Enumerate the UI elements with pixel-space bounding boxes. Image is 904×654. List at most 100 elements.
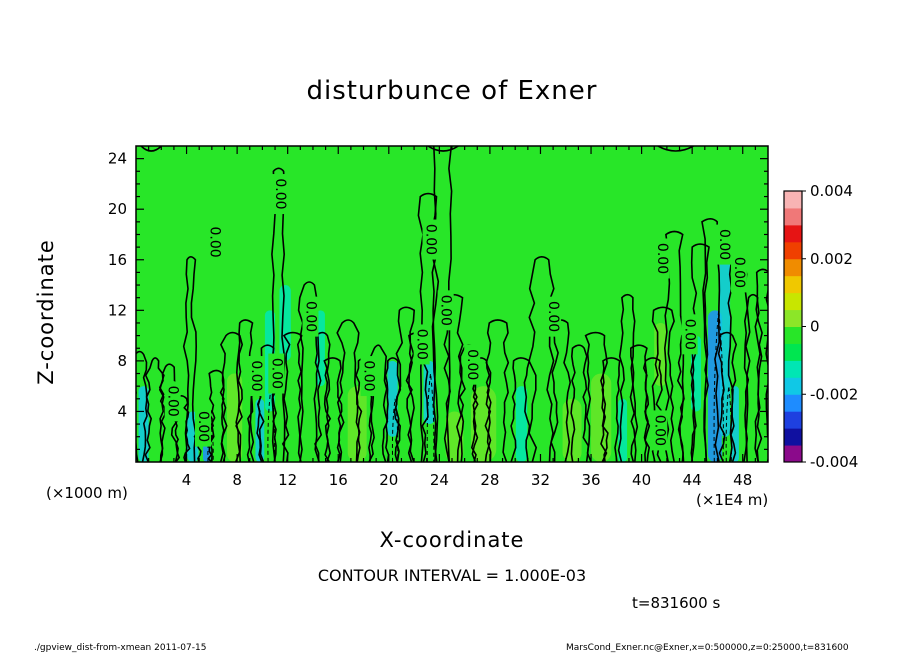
contour-line — [651, 306, 675, 462]
contour-label: 0.00 — [361, 360, 377, 391]
colorbar-swatch — [784, 292, 802, 311]
contour-line — [323, 357, 343, 462]
contour-label-bg — [272, 174, 289, 215]
colorbar-swatch — [784, 394, 802, 412]
contour-label-bg — [681, 314, 698, 355]
colorbar-swatch — [784, 343, 802, 361]
colorbar-swatch — [784, 207, 802, 226]
contour-label-bg — [545, 296, 562, 337]
contour-label-bg — [164, 381, 181, 422]
contour-label-bg — [653, 238, 670, 279]
contour-label-bg — [464, 344, 481, 385]
colorbar-swatch — [784, 411, 802, 429]
colorbar-swatch — [784, 258, 802, 277]
colorbar-swatch — [784, 241, 802, 260]
colorbar-swatch — [784, 275, 802, 294]
y-axis-ticks: 4 8 12 16 20 24 — [108, 150, 768, 450]
contour-line — [528, 256, 555, 462]
contour-line — [443, 293, 464, 462]
contour-label-bg — [715, 224, 732, 265]
x-tick-label: 32 — [531, 471, 550, 489]
contour-label-bg — [206, 222, 223, 263]
contour-line — [136, 350, 148, 462]
contour-line — [314, 331, 331, 462]
contour-line — [617, 293, 639, 462]
contour-label: 0.00 — [682, 319, 698, 350]
colorbar: 0.004 0.002 0 -0.002 -0.004 — [783, 182, 858, 471]
contour-line — [394, 306, 416, 462]
colorbar-swatch — [784, 224, 802, 243]
contour-line — [257, 344, 278, 462]
contour-label: 0.00 — [464, 349, 480, 380]
contour-line — [271, 167, 286, 462]
contour-line — [234, 319, 255, 462]
contour-label: 0.00 — [438, 295, 454, 326]
contour-line — [219, 331, 244, 462]
contour-line — [182, 256, 198, 462]
x-tick-label: 36 — [581, 471, 600, 489]
x-axis-ticks: 4 8 12 16 20 24 28 32 36 40 44 48 — [148, 146, 756, 489]
contour-interval-label: CONTOUR INTERVAL = 1.000E-03 — [317, 566, 587, 585]
contour-label-bg — [248, 356, 265, 397]
negative-contour-line — [391, 398, 399, 462]
contour-line — [601, 357, 621, 462]
x-tick-label: 16 — [329, 471, 348, 489]
contour-line — [663, 230, 685, 462]
colorbar-swatch — [784, 309, 802, 327]
x-axis-unit-left: (×1000 m) — [46, 484, 128, 502]
x-tick-label: 40 — [632, 471, 651, 489]
x-tick-label: 20 — [379, 471, 398, 489]
colorbar-swatch — [784, 445, 802, 463]
negative-contour-line — [426, 373, 435, 462]
y-tick-label: 12 — [108, 301, 127, 319]
footer-right: MarsCond_Exner.nc@Exner,x=0:500000,z=0:2… — [566, 643, 849, 653]
contour-line — [144, 357, 165, 462]
x-tick-label: 24 — [430, 471, 449, 489]
contour-label: 0.00 — [206, 226, 222, 257]
contour-label-bg — [651, 410, 668, 451]
contour-label: 0.00 — [414, 329, 430, 360]
y-tick-label: 24 — [108, 150, 127, 168]
contour-line — [158, 363, 180, 462]
contour-line — [140, 146, 162, 152]
contour-label: 0.00 — [651, 415, 667, 446]
contour-labels: 0.00 0.00 0.00 0.00 0.00 0.00 0.00 0.00 0.00 0.00… — [164, 174, 747, 451]
contour-label: 0.00 — [716, 229, 732, 260]
negative-contour-line — [713, 310, 724, 462]
contour-label: 0.00 — [302, 301, 318, 332]
colorbar-swatch — [784, 191, 802, 209]
negative-contour-line — [725, 386, 732, 462]
contour-label: 0.00 — [248, 360, 264, 391]
x-tick-label: 48 — [733, 471, 752, 489]
contour-line — [281, 331, 303, 462]
contour-line — [657, 146, 694, 152]
colorbar-tick-label: 0.002 — [810, 250, 853, 268]
x-tick-label: 4 — [182, 471, 192, 489]
contour-line — [701, 218, 721, 462]
colorbar-swatch — [784, 360, 802, 378]
contour-line — [510, 357, 531, 462]
contour-label-bg — [268, 353, 285, 394]
positive-patch — [445, 411, 464, 462]
y-tick-label: 16 — [108, 251, 127, 269]
contour-label: 0.00 — [422, 224, 438, 255]
contour-line — [297, 281, 320, 462]
contour-line — [584, 331, 608, 462]
contour-line — [431, 146, 453, 462]
y-tick-label: 4 — [117, 402, 127, 420]
colorbar-tick-label: 0 — [810, 318, 820, 336]
y-tick-label: 8 — [117, 352, 127, 370]
negative-patch — [515, 386, 528, 462]
x-tick-label: 12 — [278, 471, 297, 489]
contour-label: 0.00 — [272, 178, 288, 209]
contour-label: 0.00 — [195, 411, 211, 442]
contour-line — [427, 146, 459, 152]
x-axis-label: X-coordinate — [379, 528, 525, 552]
footer-left: ./gpview_dist-from-xmean 2011-07-15 — [34, 643, 207, 653]
contour-label-bg — [422, 219, 439, 260]
contour-line — [485, 319, 510, 462]
negative-patch — [618, 398, 628, 462]
contour-line — [208, 369, 226, 462]
contour-label-bg — [302, 296, 319, 337]
